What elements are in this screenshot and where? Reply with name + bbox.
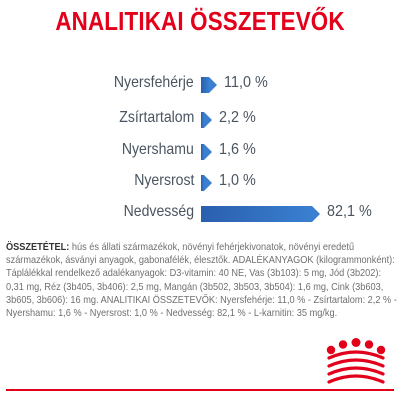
analytics-row-fibre: Nyersrost 1,0 % bbox=[0, 170, 400, 196]
analytics-row-fat: Zsírtartalom 2,2 % bbox=[0, 107, 400, 133]
analytics-value: 2,2 % bbox=[219, 109, 256, 126]
page-title: ANALITIKAI ÖSSZETEVŐK bbox=[55, 6, 345, 36]
analytics-value: 11,0 % bbox=[223, 74, 268, 91]
analytics-label: Zsírtartalom bbox=[118, 109, 194, 126]
analytics-bar bbox=[201, 112, 212, 128]
royal-canin-crown-logo bbox=[326, 338, 386, 384]
analytics-value: 1,0 % bbox=[219, 172, 256, 189]
composition-body: hús és állati származékok, növényi fehér… bbox=[6, 242, 397, 320]
analytics-chart: Nyersfehérje 11,0 % Zsírtartalom 2,2 % N… bbox=[0, 72, 400, 227]
composition-heading: ÖSSZETÉTEL: bbox=[6, 242, 70, 253]
analytics-row-ash: Nyershamu 1,6 % bbox=[0, 139, 400, 165]
analytics-label: Nedvesség bbox=[123, 203, 194, 220]
analytics-bar bbox=[201, 77, 217, 93]
analytics-value: 1,6 % bbox=[219, 141, 256, 158]
analytics-label: Nyersrost bbox=[133, 172, 194, 189]
analytics-bar bbox=[201, 206, 321, 222]
analytics-value: 82,1 % bbox=[327, 203, 372, 220]
analytics-label: Nyershamu bbox=[122, 141, 194, 158]
analytics-label: Nyersfehérje bbox=[114, 74, 194, 91]
analytics-row-protein: Nyersfehérje 11,0 % bbox=[0, 72, 400, 98]
footer-divider bbox=[6, 389, 394, 391]
analytics-bar bbox=[201, 144, 212, 160]
analytics-bar bbox=[201, 175, 212, 191]
composition-text: ÖSSZETÉTEL: hús és állati származékok, n… bbox=[6, 241, 398, 320]
analytics-row-moisture: Nedvesség 82,1 % bbox=[0, 201, 400, 227]
